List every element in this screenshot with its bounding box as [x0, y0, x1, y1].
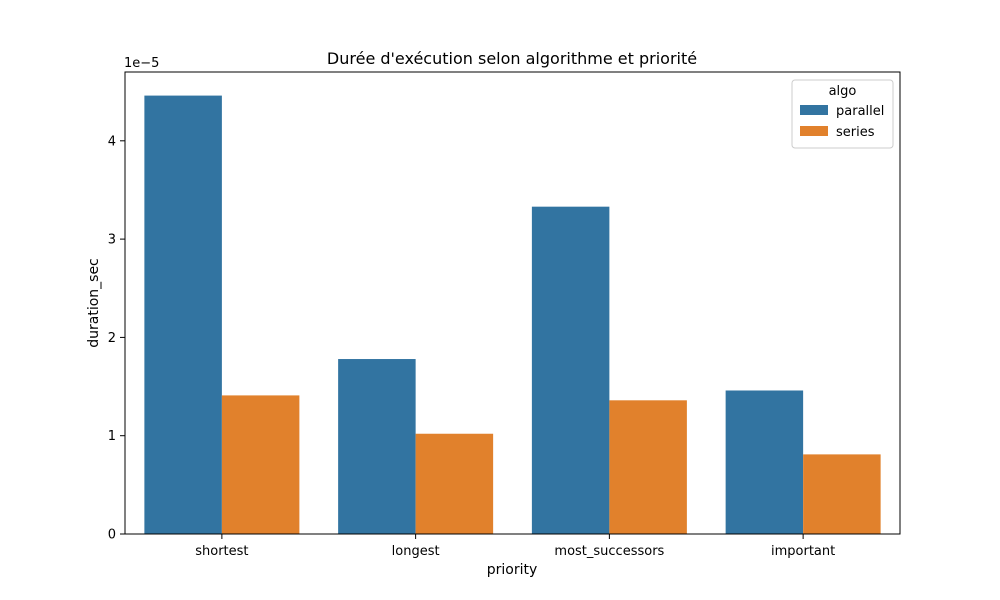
- legend-title: algo: [829, 84, 857, 99]
- bar-series-longest: [415, 433, 494, 534]
- x-tick-label: important: [771, 544, 835, 559]
- bar-parallel-longest: [338, 359, 416, 534]
- y-axis-label: duration_sec: [86, 258, 102, 348]
- y-axis: 0 1 2 3 4: [108, 134, 125, 543]
- y-tick-label: 3: [108, 233, 116, 248]
- x-tick-label: longest: [392, 544, 440, 559]
- bar-series-shortest: [221, 395, 300, 534]
- bars-layer: [144, 95, 881, 535]
- plot-frame: [124, 71, 901, 535]
- y-tick-label: 0: [108, 528, 116, 543]
- legend-swatch-series: [800, 126, 828, 136]
- legend-swatch-parallel: [800, 105, 828, 115]
- x-axis: shortest longest most_successors important: [195, 534, 835, 559]
- y-tick-label: 4: [108, 134, 116, 149]
- bar-parallel-most_successors: [531, 206, 610, 535]
- bar-parallel-important: [725, 390, 804, 534]
- x-tick-label: most_successors: [554, 544, 664, 559]
- y-tick-label: 2: [108, 331, 116, 346]
- chart-title: Durée d'exécution selon algorithme et pr…: [327, 49, 697, 68]
- y-offset-label: 1e−5: [124, 56, 159, 71]
- bar-series-important: [803, 454, 881, 534]
- legend-label-parallel: parallel: [836, 104, 884, 119]
- y-tick-label: 1: [108, 429, 116, 444]
- x-axis-label: priority: [487, 562, 538, 578]
- bar-series-most_successors: [609, 400, 687, 534]
- x-tick-label: shortest: [195, 544, 248, 559]
- legend: algo parallel series: [791, 79, 894, 149]
- legend-label-series: series: [836, 125, 875, 140]
- bar-parallel-shortest: [144, 95, 222, 534]
